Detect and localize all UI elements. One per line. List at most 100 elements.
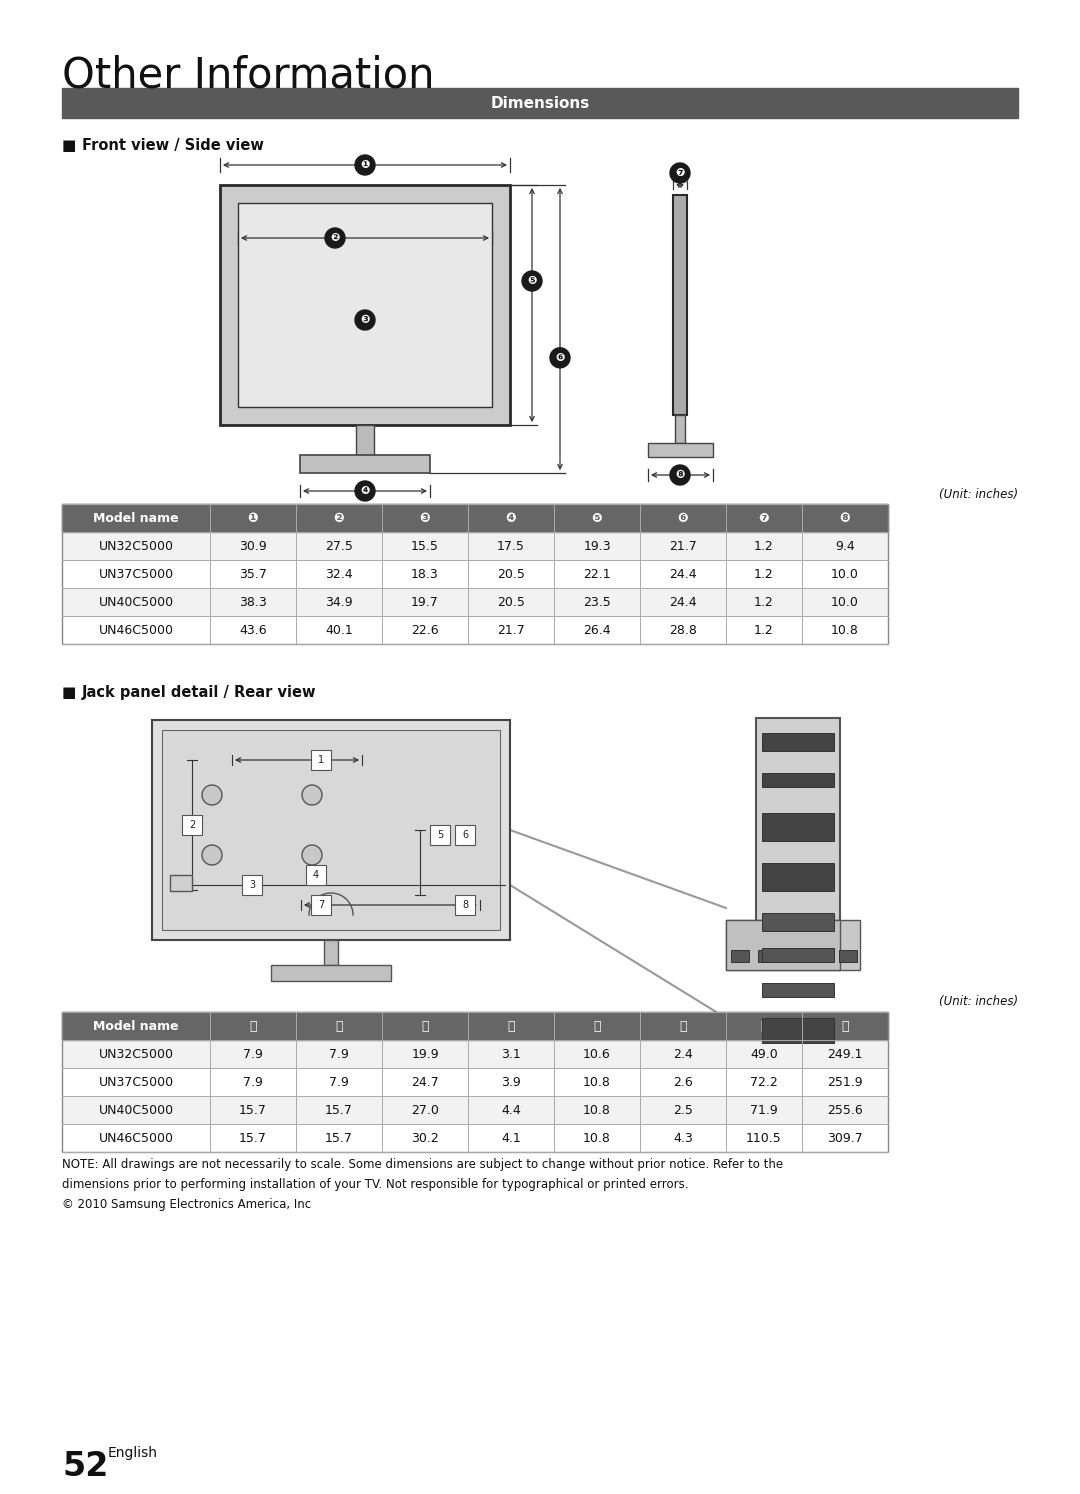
Bar bbox=[785, 950, 804, 962]
Circle shape bbox=[202, 846, 222, 865]
Text: dimensions prior to performing installation of your TV. Not responsible for typo: dimensions prior to performing installat… bbox=[62, 1177, 689, 1191]
Text: Model name: Model name bbox=[93, 511, 179, 524]
Text: 5: 5 bbox=[437, 831, 443, 840]
Text: ❷: ❷ bbox=[334, 511, 345, 524]
Bar bbox=[152, 720, 510, 940]
Text: 19.3: 19.3 bbox=[583, 539, 611, 553]
Text: 10.8: 10.8 bbox=[583, 1104, 611, 1116]
Text: ⒗: ⒗ bbox=[760, 1019, 768, 1032]
Circle shape bbox=[522, 270, 542, 291]
Text: ■: ■ bbox=[62, 686, 77, 701]
Text: 2: 2 bbox=[189, 820, 195, 831]
Text: ❷: ❷ bbox=[330, 233, 340, 244]
Bar bbox=[731, 950, 750, 962]
Bar bbox=[762, 949, 834, 962]
Text: ⒕: ⒕ bbox=[593, 1019, 600, 1032]
Text: 22.6: 22.6 bbox=[411, 623, 438, 636]
Bar bbox=[762, 734, 834, 751]
Bar bbox=[756, 719, 840, 970]
Text: 3.9: 3.9 bbox=[501, 1076, 521, 1089]
Text: 7: 7 bbox=[318, 899, 324, 910]
Text: 4.3: 4.3 bbox=[673, 1131, 693, 1144]
Text: (Unit: inches): (Unit: inches) bbox=[939, 995, 1018, 1008]
Text: 71.9: 71.9 bbox=[751, 1104, 778, 1116]
Bar bbox=[762, 983, 834, 996]
Text: ⒘: ⒘ bbox=[841, 1019, 849, 1032]
Text: Other Information: Other Information bbox=[62, 55, 434, 97]
Text: 255.6: 255.6 bbox=[827, 1104, 863, 1116]
Text: 9.4: 9.4 bbox=[835, 539, 855, 553]
Text: 4: 4 bbox=[313, 870, 319, 880]
Bar bbox=[62, 1068, 888, 1097]
Text: UN37C5000: UN37C5000 bbox=[98, 568, 174, 581]
Text: 22.1: 22.1 bbox=[583, 568, 611, 581]
Bar bbox=[242, 875, 262, 895]
Text: 24.7: 24.7 bbox=[411, 1076, 438, 1089]
Bar bbox=[812, 950, 831, 962]
Text: English: English bbox=[108, 1446, 158, 1460]
Bar bbox=[62, 1123, 888, 1152]
Text: (Unit: inches): (Unit: inches) bbox=[939, 489, 1018, 500]
Bar bbox=[62, 560, 888, 589]
Text: UN40C5000: UN40C5000 bbox=[98, 1104, 174, 1116]
Text: ❺: ❺ bbox=[592, 511, 603, 524]
Text: ⒖: ⒖ bbox=[679, 1019, 687, 1032]
Circle shape bbox=[355, 481, 375, 500]
Bar bbox=[726, 920, 860, 970]
Text: ⒔: ⒔ bbox=[508, 1019, 515, 1032]
Text: 52: 52 bbox=[62, 1451, 108, 1484]
Text: Dimensions: Dimensions bbox=[490, 96, 590, 111]
Bar bbox=[762, 772, 834, 787]
Text: 21.7: 21.7 bbox=[497, 623, 525, 636]
Text: 30.9: 30.9 bbox=[239, 539, 267, 553]
Bar bbox=[62, 1097, 888, 1123]
Text: 1.2: 1.2 bbox=[754, 596, 774, 608]
Text: 19.7: 19.7 bbox=[411, 596, 438, 608]
Text: ❻: ❻ bbox=[555, 353, 565, 363]
Text: ❼: ❼ bbox=[675, 167, 685, 178]
Bar bbox=[455, 825, 475, 846]
Text: 17.5: 17.5 bbox=[497, 539, 525, 553]
Text: 2.6: 2.6 bbox=[673, 1076, 693, 1089]
Text: ❶: ❶ bbox=[361, 160, 369, 170]
Text: 24.4: 24.4 bbox=[670, 568, 697, 581]
Text: ❻: ❻ bbox=[677, 511, 688, 524]
Text: 15.5: 15.5 bbox=[411, 539, 438, 553]
Bar bbox=[324, 940, 338, 965]
Text: 1.2: 1.2 bbox=[754, 568, 774, 581]
Text: 7.9: 7.9 bbox=[243, 1076, 262, 1089]
Bar bbox=[455, 895, 475, 914]
Bar bbox=[762, 913, 834, 931]
Text: 34.9: 34.9 bbox=[325, 596, 353, 608]
Text: 7.9: 7.9 bbox=[329, 1047, 349, 1061]
Bar bbox=[356, 424, 374, 456]
Bar bbox=[648, 444, 713, 457]
Text: 72.2: 72.2 bbox=[751, 1076, 778, 1089]
Text: 49.0: 49.0 bbox=[751, 1047, 778, 1061]
Circle shape bbox=[355, 155, 375, 175]
Text: ⒒: ⒒ bbox=[335, 1019, 342, 1032]
Bar bbox=[271, 965, 391, 982]
Text: ■: ■ bbox=[62, 137, 77, 152]
Text: 20.5: 20.5 bbox=[497, 596, 525, 608]
Text: 26.4: 26.4 bbox=[583, 623, 611, 636]
Bar bbox=[62, 589, 888, 616]
Text: ❽: ❽ bbox=[675, 471, 685, 480]
Text: 7.9: 7.9 bbox=[329, 1076, 349, 1089]
Text: 27.0: 27.0 bbox=[411, 1104, 438, 1116]
Text: 4.4: 4.4 bbox=[501, 1104, 521, 1116]
Text: 28.8: 28.8 bbox=[670, 623, 697, 636]
Bar bbox=[726, 920, 840, 970]
Text: UN46C5000: UN46C5000 bbox=[98, 1131, 174, 1144]
Bar bbox=[762, 813, 834, 841]
Bar bbox=[762, 1017, 834, 1043]
Text: 10.0: 10.0 bbox=[832, 568, 859, 581]
Text: 3: 3 bbox=[248, 880, 255, 890]
Bar bbox=[311, 750, 330, 769]
Circle shape bbox=[302, 784, 322, 805]
Text: 10.0: 10.0 bbox=[832, 596, 859, 608]
Bar bbox=[220, 185, 510, 424]
Bar bbox=[170, 875, 192, 890]
Text: 3.1: 3.1 bbox=[501, 1047, 521, 1061]
Text: 309.7: 309.7 bbox=[827, 1131, 863, 1144]
